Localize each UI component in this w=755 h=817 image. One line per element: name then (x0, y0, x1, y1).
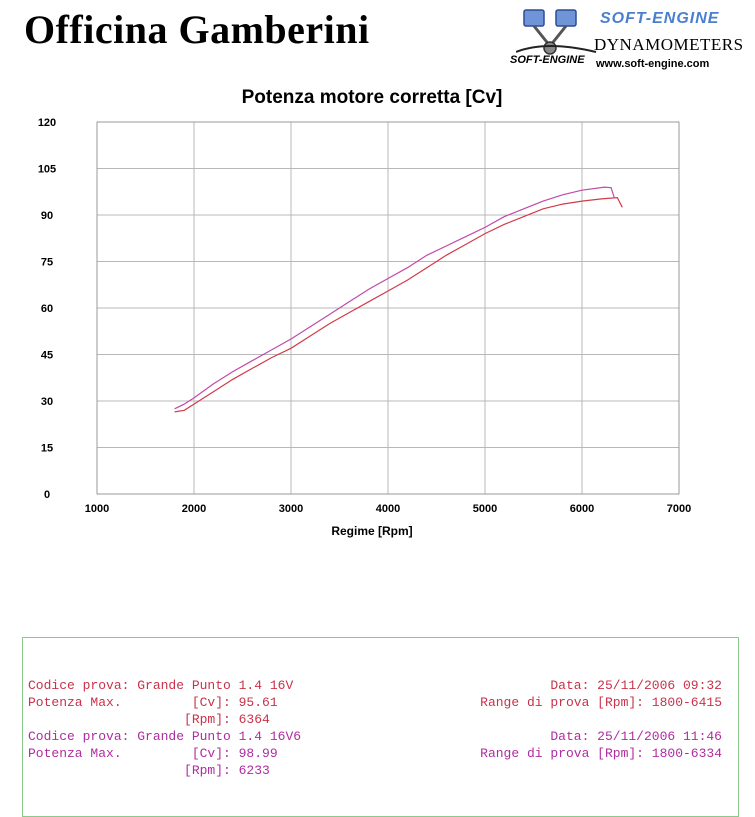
y-tick-label-8: 120 (38, 117, 56, 129)
y-tick-label-4: 60 (41, 303, 53, 315)
test1-code: Codice prova: Grande Punto 1.4 16V (28, 678, 294, 693)
series-line-2 (174, 186, 615, 410)
x-tick-label-2: 3000 (279, 503, 303, 515)
series-line-1 (174, 196, 623, 413)
y-tick-label-5: 75 (41, 257, 53, 269)
chart-grid (96, 121, 680, 495)
y-tick-label-3: 45 (41, 350, 53, 362)
y-tick-label-7: 105 (38, 164, 56, 176)
x-tick-label-1: 2000 (182, 503, 206, 515)
test2-range: Range di prova [Rpm]: 1800-6334 (480, 746, 722, 761)
test1-range: Range di prova [Rpm]: 1800-6415 (480, 695, 722, 710)
company-title: Officina Gamberini (24, 7, 370, 52)
x-axis-label: Regime [Rpm] (331, 524, 412, 538)
test-summary-box: Codice prova: Grande Punto 1.4 16V Data:… (22, 637, 739, 817)
x-tick-label-0: 1000 (85, 503, 109, 515)
test2-max-power: Potenza Max. [Cv]: 98.99 (28, 746, 278, 761)
test1-max-power: Potenza Max. [Cv]: 95.61 (28, 695, 278, 710)
test1-max-rpm: [Rpm]: 6364 (28, 712, 270, 727)
x-tick-label-4: 5000 (473, 503, 497, 515)
x-tick-label-6: 7000 (667, 503, 691, 515)
test1-date: Data: 25/11/2006 09:32 (550, 678, 722, 693)
brand-website: www.soft-engine.com (596, 58, 710, 70)
x-tick-label-5: 6000 (570, 503, 594, 515)
piston-logo-icon (516, 9, 597, 55)
brand-subname: SOFT-ENGINE (510, 54, 585, 66)
x-axis-ticks: 1000 2000 3000 4000 5000 6000 7000 (85, 503, 691, 515)
y-tick-label-6: 90 (41, 210, 53, 222)
plot-area (96, 121, 680, 495)
chart-series (174, 186, 623, 413)
y-axis-ticks: 0 15 30 45 60 75 90 105 120 (38, 117, 56, 501)
brand-tagline: DYNAMOMETERS (594, 35, 744, 54)
soft-engine-logo: SOFT-ENGINE DYNAMOMETERS www.soft-engine… (508, 6, 748, 74)
x-tick-label-3: 4000 (376, 503, 400, 515)
y-tick-label-2: 30 (41, 396, 53, 408)
brand-name: SOFT-ENGINE (600, 10, 720, 27)
test2-code: Codice prova: Grande Punto 1.4 16V6 (28, 729, 302, 744)
y-tick-label-1: 15 (41, 443, 53, 455)
test2-max-rpm: [Rpm]: 6233 (28, 763, 270, 778)
chart-title: Potenza motore corretta [Cv] (242, 87, 503, 108)
test2-date: Data: 25/11/2006 11:46 (550, 729, 722, 744)
y-tick-label-0: 0 (44, 489, 50, 501)
power-chart: Potenza motore corretta [Cv] 0 15 30 45 60 75… (38, 87, 691, 538)
